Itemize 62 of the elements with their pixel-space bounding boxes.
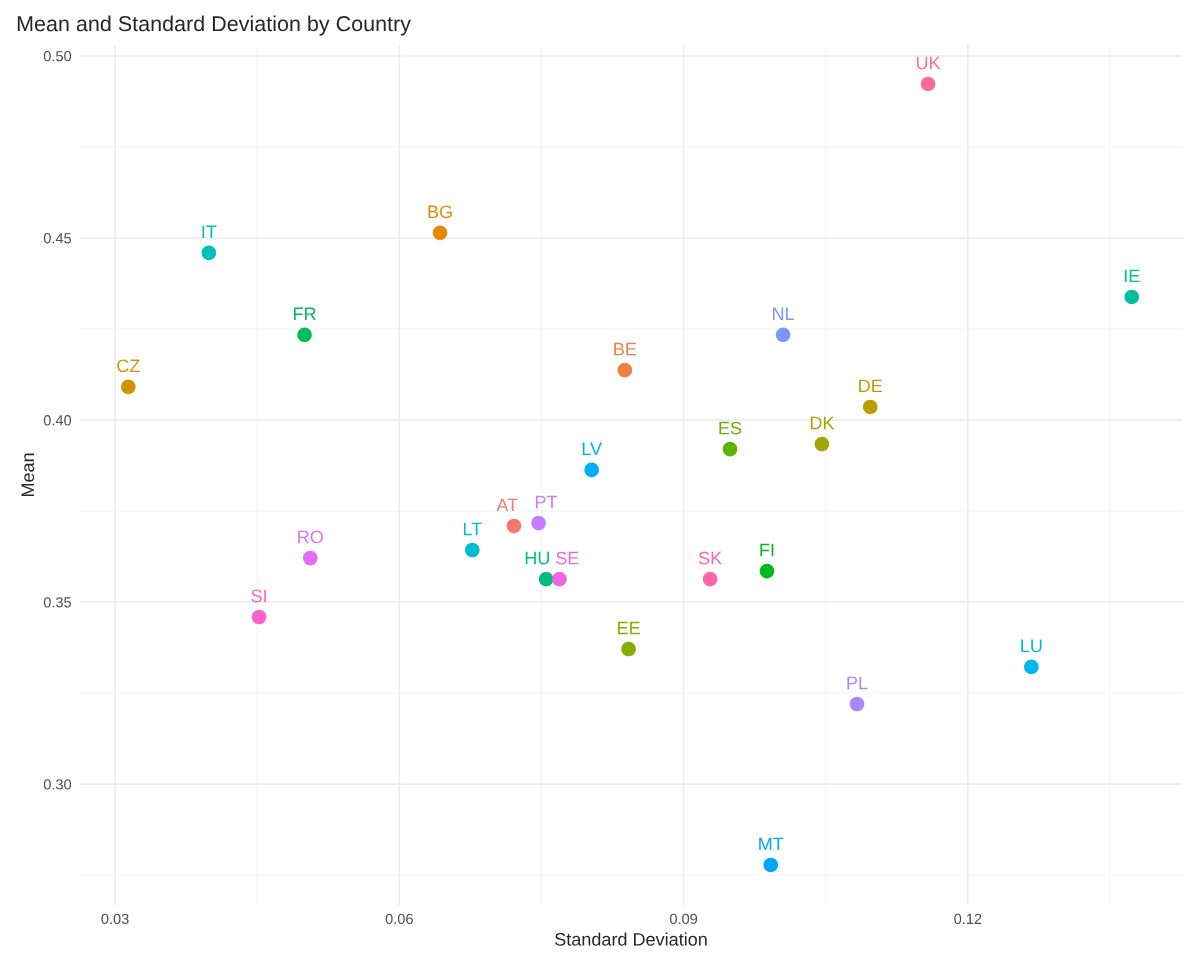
annotation: DK [810,416,835,430]
point [621,641,636,657]
y-tick-label: 0.50 [43,51,72,62]
point [814,436,830,452]
annotation: HU [525,551,549,565]
annotation: IE [1124,269,1140,283]
point [506,518,522,534]
point [432,225,448,241]
annotation: EE [618,621,640,635]
point [849,696,865,712]
point [775,327,791,343]
annotation: CZ [117,359,140,373]
annotation: NL [773,307,795,320]
y-axis-title: Mean [21,453,35,497]
annotation: MT [759,837,784,851]
point [201,245,217,261]
y-tick-label: 0.40 [43,415,72,426]
annotation: SI [251,589,266,603]
point [862,399,878,415]
point [920,76,936,92]
x-tick-label: 0.03 [101,913,129,925]
annotation: BE [614,342,637,356]
annotation: FR [294,307,316,320]
point [1124,289,1140,305]
point [617,362,633,378]
point [121,379,136,395]
annotation: PT [535,495,558,509]
annotation: DE [859,379,883,393]
annotation: ES [719,421,742,435]
point [1024,659,1039,675]
x-axis-title: Standard Deviation [555,932,707,946]
annotation: AT [496,498,518,512]
annotation: SE [556,551,579,565]
annotation: LV [582,442,602,456]
point [531,515,546,531]
annotation: PL [847,676,868,690]
annotation: SK [698,551,722,565]
point [302,550,318,566]
chart-title: Mean and Standard Deviation by Country [17,15,411,36]
point [759,563,775,579]
point [584,462,599,478]
point [702,571,718,587]
point [297,327,312,343]
annotation: FI [760,543,774,557]
x-tick-label: 0.09 [669,913,698,925]
annotation: LT [463,522,482,536]
annotation: UK [916,56,941,70]
x-tick-label: 0.06 [385,913,413,925]
annotation: RO [298,530,323,544]
annotation: LU [1021,639,1042,653]
point [251,609,267,625]
annotation: IT [202,225,217,239]
y-tick-label: 0.35 [43,597,72,608]
point [465,542,480,558]
annotation: BG [428,205,452,219]
y-tick-label: 0.30 [43,779,72,790]
x-tick-label: 0.12 [954,913,982,925]
y-tick-label: 0.45 [43,233,72,244]
point [763,857,779,873]
point [722,441,738,457]
point [538,571,554,587]
point [552,571,567,587]
